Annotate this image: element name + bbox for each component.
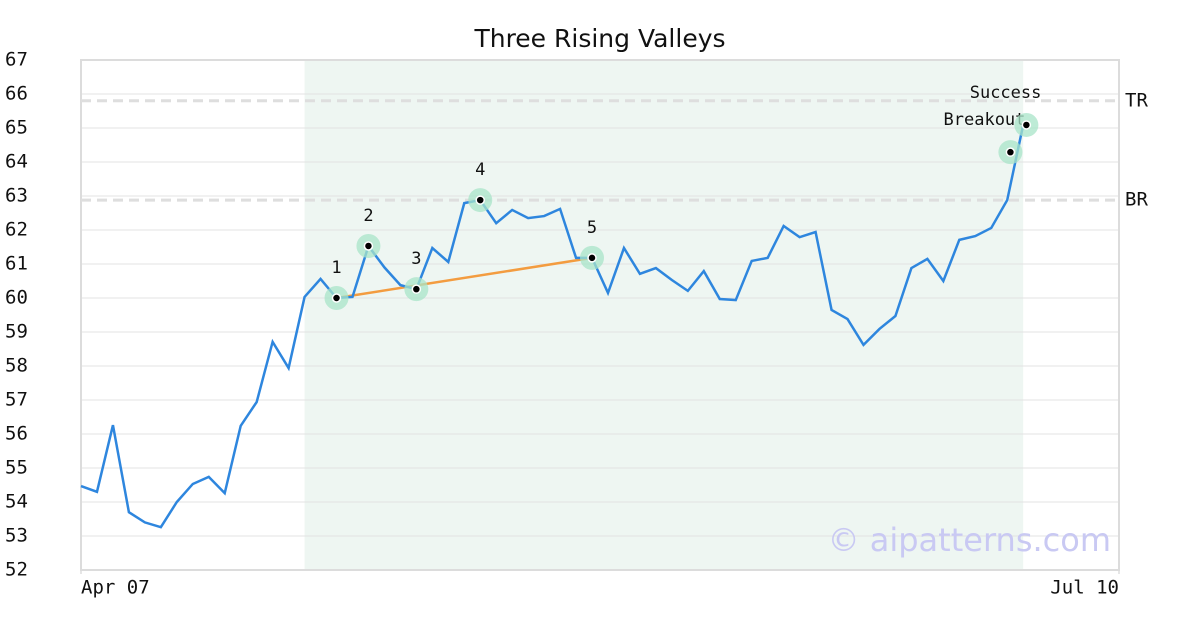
- marker-label: 4: [475, 160, 485, 180]
- marker-label: 1: [331, 258, 341, 278]
- marker-dot: [1021, 120, 1032, 130]
- y-tick-label: 64: [5, 151, 28, 173]
- y-tick-label: 52: [5, 559, 28, 581]
- y-tick-label: 67: [5, 49, 28, 71]
- x-tick-label: Apr 07: [81, 577, 150, 599]
- marker-dot: [363, 241, 374, 251]
- y-tick-label: 66: [5, 83, 28, 105]
- marker-dot: [587, 253, 597, 263]
- y-tick-label: 63: [5, 185, 28, 207]
- marker-label: 5: [587, 218, 597, 238]
- y-tick-label: 54: [5, 491, 28, 513]
- plot-frame: [80, 59, 1120, 571]
- y-tick-label: 53: [5, 525, 28, 547]
- chart-title: Three Rising Valleys: [473, 24, 725, 53]
- price-line: [80, 124, 1025, 529]
- marker-dot: [475, 195, 485, 205]
- marker-label: Success: [970, 83, 1042, 103]
- y-tick-label: 59: [5, 321, 28, 343]
- pattern-region: [304, 60, 1024, 570]
- y-tick-label: 56: [5, 423, 28, 445]
- y-tick-label: 62: [5, 219, 28, 241]
- x-tick-label: Jul 10: [1050, 577, 1119, 599]
- marker-dot: [331, 293, 342, 303]
- marker-label: 2: [363, 206, 373, 226]
- trend-line: [336, 256, 593, 300]
- level-label: BR: [1125, 189, 1148, 211]
- y-tick-label: 55: [5, 457, 28, 479]
- marker-label: Breakout: [944, 110, 1026, 130]
- watermark: © aipatterns.com: [828, 521, 1111, 559]
- y-tick-label: 65: [5, 117, 28, 139]
- y-tick-label: 61: [5, 253, 28, 275]
- level-label: TR: [1125, 89, 1148, 111]
- marker-dot: [411, 284, 422, 294]
- marker-dot: [1005, 147, 1016, 157]
- y-tick-label: 58: [5, 355, 28, 377]
- marker-label: 3: [411, 249, 421, 269]
- y-tick-label: 60: [5, 287, 28, 309]
- y-tick-label: 57: [5, 389, 28, 411]
